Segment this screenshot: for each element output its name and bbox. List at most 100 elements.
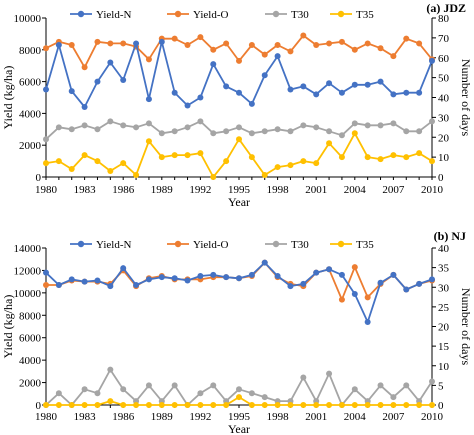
data-point [68,126,75,133]
data-point [390,53,397,60]
y2-axis-label: Number of days [459,59,473,137]
data-point [274,126,281,133]
x-tick-label: 1989 [151,184,174,196]
data-point [326,370,333,377]
data-point [210,402,217,408]
data-point [210,130,217,137]
data-point [338,89,345,96]
y-tick-label: 10000 [14,288,42,300]
data-point [145,96,152,103]
data-point [55,124,62,131]
x-axis-label: Year [228,195,250,209]
data-point [81,64,88,71]
data-point [68,88,75,95]
y2-tick-label: 60 [438,53,450,65]
y-tick-label: 6000 [19,333,42,345]
x-tick-label: 1992 [189,184,211,196]
data-point [171,402,178,408]
y-tick-label: 6000 [19,77,42,89]
data-point [287,402,294,408]
data-point [377,279,384,286]
data-point [351,130,358,137]
data-point [287,162,294,169]
data-point [377,45,384,52]
data-point [364,122,371,129]
legend-marker [77,10,85,18]
data-point [145,382,152,389]
x-tick-label: 1995 [228,411,251,423]
data-point [43,160,49,167]
series-yield-o [43,32,435,71]
data-point [326,80,333,87]
data-point [120,77,127,84]
data-point [68,166,75,173]
data-point [429,57,435,64]
data-point [351,402,358,408]
data-point [197,402,204,408]
y2-tick-label: 25 [438,302,450,314]
data-point [68,42,75,49]
data-point [390,120,397,127]
data-point [158,274,165,281]
y2-tick-label: 35 [438,263,450,275]
legend-marker [174,10,182,18]
data-point [403,35,410,42]
data-point [236,394,242,401]
series-t35 [43,130,435,180]
data-point [133,402,140,408]
data-point [145,138,152,145]
data-point [81,152,88,159]
legend-label: Yield-N [96,9,131,21]
x-tick-label: 1989 [151,411,174,423]
data-point [326,402,333,408]
data-point [261,128,268,135]
data-point [261,402,268,408]
y-tick-label: 0 [36,172,42,184]
data-point [364,81,371,88]
data-point [236,136,242,143]
y2-tick-label: 5 [438,380,444,392]
y2-tick-label: 20 [438,132,450,144]
data-point [43,282,49,289]
data-point [377,402,384,408]
data-point [248,271,255,278]
data-point [171,382,178,389]
data-point [133,172,140,179]
data-point [68,276,75,283]
data-point [223,402,230,408]
x-tick-label: 1983 [74,184,97,196]
x-tick-label: 2004 [344,411,367,423]
data-point [184,124,191,131]
panel-title: (b) NJ [434,229,466,243]
data-point [43,136,49,143]
data-point [145,276,152,283]
y-tick-label: 12000 [14,265,42,277]
data-point [197,150,204,157]
data-point [107,283,114,290]
data-point [300,374,307,381]
data-point [184,152,191,159]
data-point [171,35,178,42]
x-tick-label: 1998 [267,184,290,196]
data-point [287,86,294,93]
y2-tick-label: 15 [438,341,450,353]
data-point [248,42,255,49]
data-point [120,265,127,272]
data-point [223,274,230,281]
data-point [416,89,423,96]
data-point [261,172,268,179]
data-point [364,40,371,47]
y2-tick-label: 10 [438,152,450,164]
data-point [107,366,114,373]
data-point [338,38,345,45]
data-point [210,46,217,53]
data-point [338,402,345,408]
data-point [313,124,320,131]
y2-tick-label: 70 [438,33,450,45]
data-point [184,402,191,408]
legend-marker [77,240,85,248]
data-point [94,277,101,284]
data-point [274,164,281,171]
data-point [338,271,345,278]
y-axis-label: Yield (kg/ha) [1,66,15,130]
